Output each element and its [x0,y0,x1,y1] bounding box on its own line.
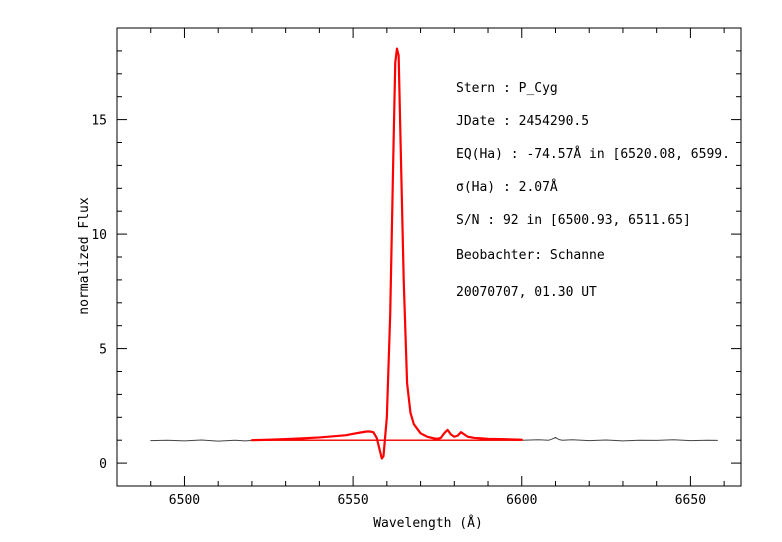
info-line-snr: S/N : 92 in [6500.93, 6511.65] [456,213,691,228]
info-line-eq: EQ(Ha) : -74.57Å in [6520.08, 6599. [456,146,730,162]
info-annotations: Stern : P_Cyg JDate : 2454290.5 EQ(Ha) :… [456,81,730,300]
x-tick-label: 6600 [506,493,537,508]
info-line-sigma: σ(Ha) : 2.07Å [456,179,558,195]
y-tick-label: 0 [99,457,107,472]
y-axis-label: normalized Flux [77,197,92,315]
info-line-date: 20070707, 01.30 UT [456,285,597,300]
x-axis-label: Wavelength (Å) [373,515,483,531]
y-tick-label: 15 [91,114,107,129]
x-tick-label: 6550 [337,493,368,508]
y-tick-label: 10 [91,228,107,243]
x-tick-label: 6500 [169,493,200,508]
info-line-star: Stern : P_Cyg [456,81,558,96]
info-line-jdate: JDate : 2454290.5 [456,114,589,129]
info-line-observer: Beobachter: Schanne [456,248,605,263]
series-line-thin-gray [150,436,718,442]
plot-frame [116,27,742,487]
series-line-thick-red [250,47,523,460]
x-tick-label: 6650 [675,493,706,508]
y-tick-label: 5 [99,343,107,358]
